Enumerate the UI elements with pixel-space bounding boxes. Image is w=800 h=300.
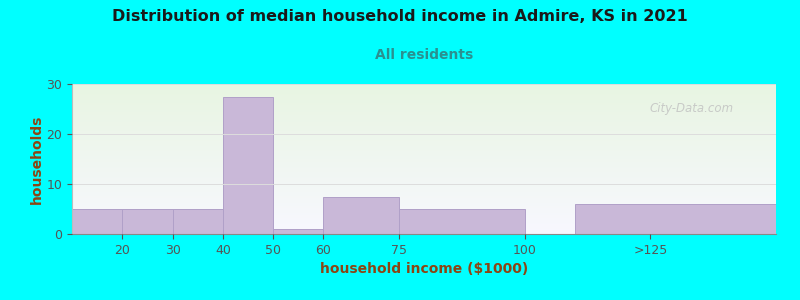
Bar (72, 209, 122, 234)
Text: Distribution of median household income in Admire, KS in 2021: Distribution of median household income … (112, 9, 688, 24)
Bar (173, 209, 223, 234)
Bar (122, 209, 173, 234)
Y-axis label: households: households (30, 114, 44, 204)
Bar (399, 209, 525, 234)
Bar (273, 229, 323, 234)
Text: City-Data.com: City-Data.com (650, 102, 734, 115)
Bar (323, 196, 399, 234)
X-axis label: household income ($1000): household income ($1000) (320, 262, 528, 276)
Bar (575, 204, 776, 234)
Title: All residents: All residents (375, 48, 473, 62)
Bar (223, 97, 273, 234)
